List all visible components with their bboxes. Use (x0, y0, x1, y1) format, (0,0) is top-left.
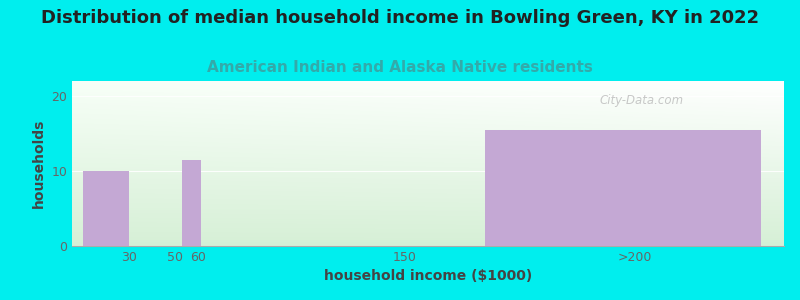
Bar (182, 160, 201, 246)
Bar (83, 171, 130, 246)
Y-axis label: households: households (32, 119, 46, 208)
X-axis label: household income ($1000): household income ($1000) (324, 269, 532, 284)
Text: City-Data.com: City-Data.com (599, 94, 684, 107)
Text: American Indian and Alaska Native residents: American Indian and Alaska Native reside… (207, 60, 593, 75)
Text: Distribution of median household income in Bowling Green, KY in 2022: Distribution of median household income … (41, 9, 759, 27)
Bar (486, 130, 761, 246)
